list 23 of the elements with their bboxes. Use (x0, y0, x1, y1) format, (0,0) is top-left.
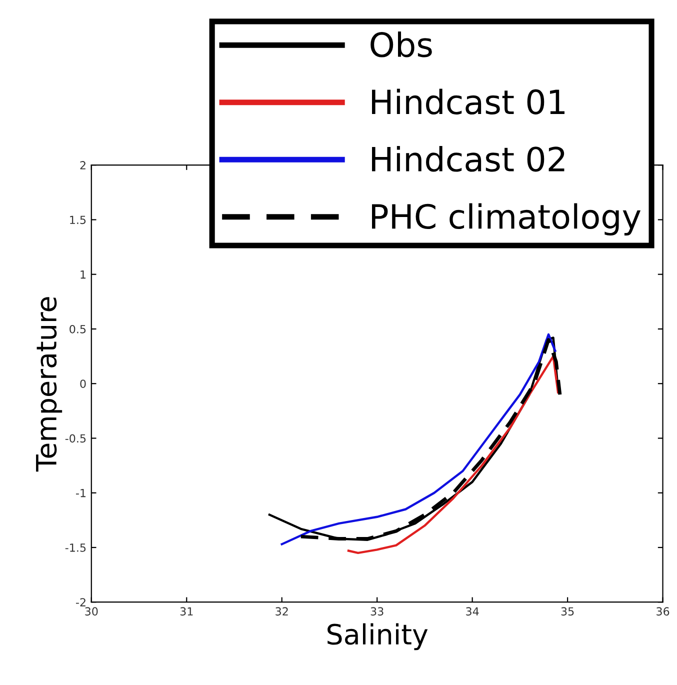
x-tick-label: 32 (276, 607, 288, 616)
x-tick-label: 34 (466, 607, 479, 616)
y-tick-label: 1.5 (70, 216, 86, 224)
x-tick-label: 33 (370, 607, 384, 616)
y-tick-label: -2 (76, 598, 86, 606)
y-tick-label: -0.5 (65, 434, 86, 443)
legend-label: Hindcast 01 (372, 88, 564, 115)
x-tick-label: 31 (180, 607, 193, 616)
y-axis-title: Temperature (36, 297, 62, 472)
x-axis-title: Salinity (328, 623, 428, 650)
y-tick-label: 0 (80, 380, 86, 388)
legend-label: PHC climatology (372, 203, 641, 236)
y-tick-label: 1 (80, 270, 86, 279)
x-tick-label: 35 (561, 607, 574, 616)
legend-label: Hindcast 02 (372, 146, 564, 172)
x-tick-label: 36 (656, 607, 670, 616)
y-tick-label: -1 (76, 488, 86, 498)
y-tick-label: -1.5 (65, 544, 86, 552)
y-tick-label: 2 (80, 161, 86, 170)
x-tick-label: 30 (85, 607, 98, 616)
y-tick-label: 0.5 (70, 324, 86, 334)
line-series (347, 355, 560, 554)
legend-label: Obs (370, 31, 432, 58)
